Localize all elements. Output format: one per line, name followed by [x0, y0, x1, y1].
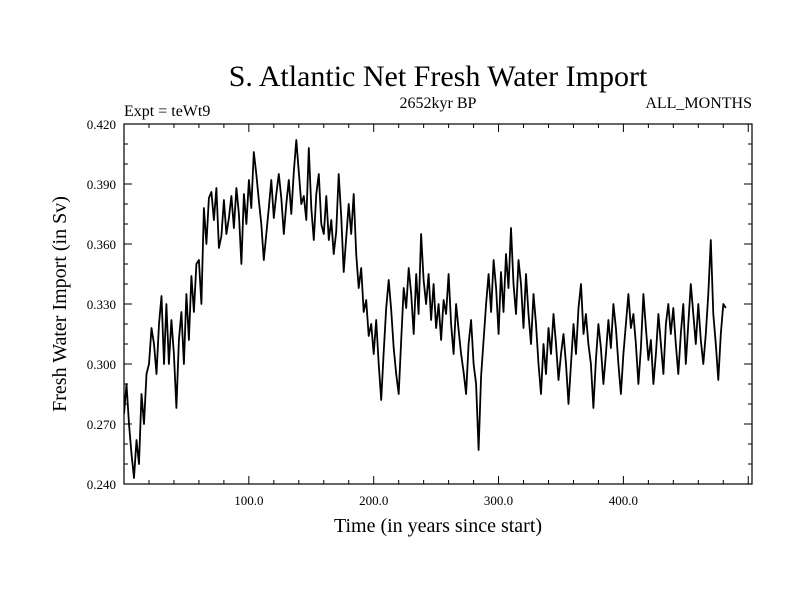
y-tick-label: 0.300	[87, 357, 116, 372]
chart-title: S. Atlantic Net Fresh Water Import	[229, 60, 648, 93]
experiment-label: Expt = teWt9	[124, 103, 210, 120]
x-tick-label: 400.0	[609, 493, 638, 508]
y-tick-label: 0.330	[87, 297, 116, 312]
y-tick-label: 0.390	[87, 177, 116, 192]
x-tick-label: 200.0	[359, 493, 388, 508]
x-axis: 100.0 200.0 300.0 400.0	[148, 124, 749, 508]
y-axis-label: Fresh Water Import (in Sv)	[49, 196, 71, 412]
time-period-label: 2652kyr BP	[400, 95, 477, 112]
x-tick-label: 300.0	[484, 493, 513, 508]
x-tick-label: 100.0	[234, 493, 263, 508]
y-tick-label: 0.420	[87, 117, 116, 132]
fresh-water-import-line	[124, 139, 727, 479]
months-label: ALL_MONTHS	[645, 95, 752, 112]
y-tick-label: 0.240	[87, 477, 116, 492]
plot-frame	[123, 123, 753, 485]
x-axis-label: Time (in years since start)	[334, 515, 542, 537]
y-axis: 0.240 0.270 0.300 0.330 0.360 0.390 0.420	[87, 117, 752, 492]
y-tick-label: 0.270	[87, 417, 116, 432]
y-tick-label: 0.360	[87, 237, 116, 252]
